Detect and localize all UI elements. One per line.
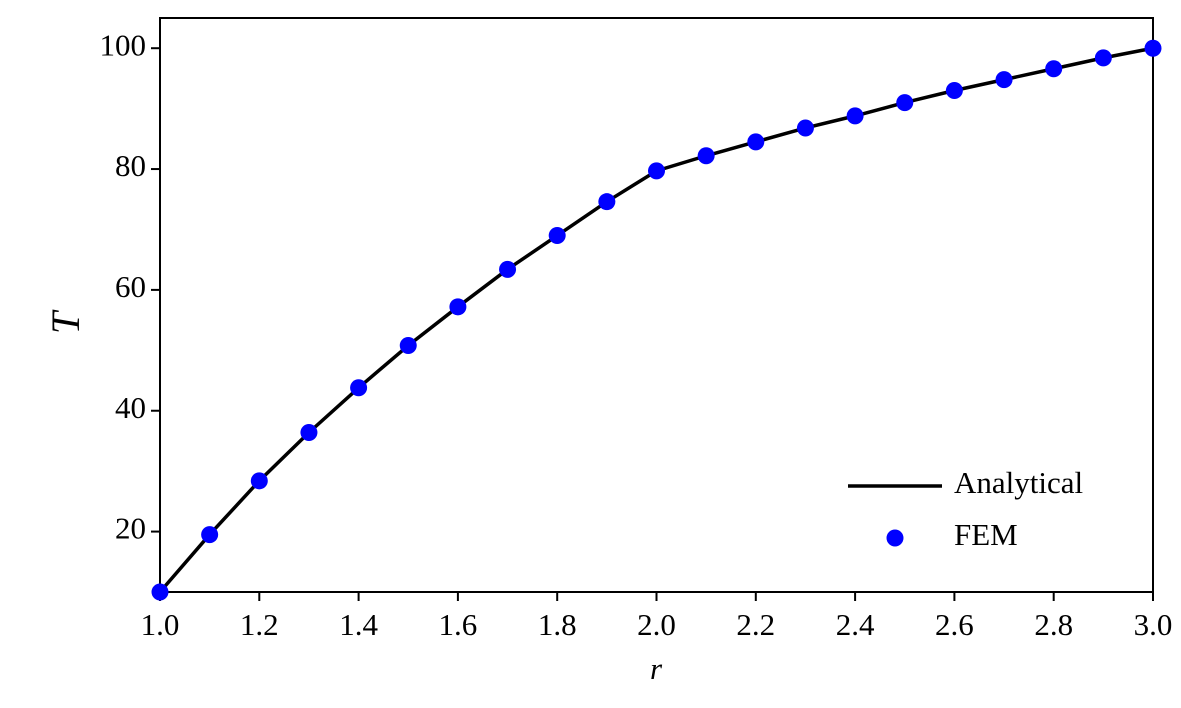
legend-marker (886, 529, 904, 547)
fem-point (995, 71, 1013, 89)
x-axis-label: r (650, 651, 663, 686)
fem-point (151, 583, 169, 601)
fem-point (499, 260, 517, 278)
analytical-line (158, 46, 1154, 594)
y-tick-label: 60 (115, 269, 146, 304)
fem-point (945, 82, 963, 100)
fem-point (747, 133, 765, 151)
x-tick-label: 1.2 (240, 607, 279, 642)
y-tick-label: 40 (115, 390, 146, 425)
legend-label: FEM (954, 517, 1018, 552)
x-tick-label: 2.2 (736, 607, 775, 642)
fem-point (201, 526, 219, 544)
fem-point (399, 336, 417, 354)
y-tick-label: 100 (100, 27, 147, 62)
x-tick-label: 1.8 (538, 607, 577, 642)
fem-point (1094, 49, 1112, 67)
fem-point (250, 472, 268, 490)
fem-point (300, 423, 318, 441)
fem-point (896, 94, 914, 112)
x-tick-label: 1.4 (339, 607, 378, 642)
fem-point (846, 107, 864, 125)
fem-point (449, 298, 467, 316)
fem-point (350, 379, 368, 397)
legend-label: Analytical (954, 465, 1083, 500)
x-tick-label: 3.0 (1134, 607, 1173, 642)
y-tick-label: 80 (115, 148, 146, 183)
fem-point (598, 193, 616, 211)
x-tick-label: 1.6 (439, 607, 478, 642)
y-tick-label: 20 (115, 511, 146, 546)
x-tick-label: 2.0 (637, 607, 676, 642)
plot-frame (159, 17, 1154, 593)
fem-point (1144, 39, 1162, 57)
fem-point (548, 227, 566, 245)
x-tick-label: 2.8 (1034, 607, 1073, 642)
fem-point (796, 119, 814, 137)
fem-point (1045, 60, 1063, 78)
y-axis-label: T (43, 309, 88, 334)
x-tick-label: 2.4 (836, 607, 875, 642)
fem-point (648, 162, 665, 180)
x-tick-label: 2.6 (935, 607, 974, 642)
x-tick-label: 1.0 (141, 607, 180, 642)
fem-point (697, 147, 715, 165)
